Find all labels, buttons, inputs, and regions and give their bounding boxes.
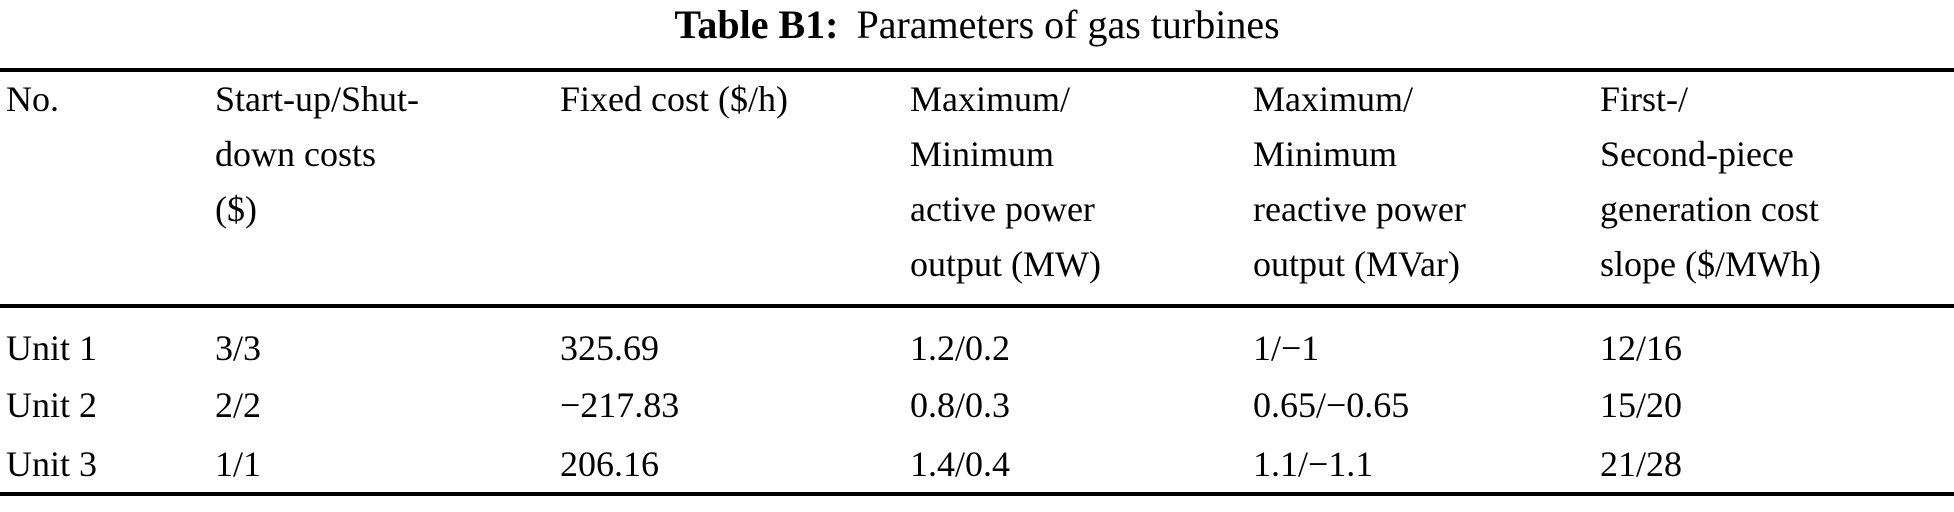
column-header-no: No. <box>0 70 215 308</box>
cell-reactive-power-output: 1/−1 <box>1253 328 1320 368</box>
column-header-fixed-cost: Fixed cost ($/h) <box>560 70 910 308</box>
cell-unit-name: Unit 1 <box>6 328 98 368</box>
cell-unit-name: Unit 2 <box>6 385 98 425</box>
cell-reactive-power-output: 0.65/−0.65 <box>1253 385 1410 425</box>
cell-fixed-cost: 206.16 <box>560 444 659 484</box>
cell-fixed-cost: 325.69 <box>560 328 659 368</box>
column-header-reactive-power-output: Maximum/ Minimum reactive power output (… <box>1253 70 1600 308</box>
table-caption: Table B1: Parameters of gas turbines <box>0 0 1954 50</box>
table-row-unit-1: Unit 1 3/3 325.69 1.2/0.2 1/−1 12/16 <box>0 306 1954 374</box>
cell-unit-name: Unit 3 <box>6 444 98 484</box>
header-row: No. Start-up/Shut- down costs ($) Fixed … <box>0 70 1954 308</box>
cell-active-power-output: 1.2/0.2 <box>910 328 1011 368</box>
column-header-startup-shutdown-costs: Start-up/Shut- down costs ($) <box>215 70 560 308</box>
column-header-generation-cost-slope: First-/ Second-piece generation cost slo… <box>1600 70 1954 308</box>
table-caption-label: Table B1: <box>674 2 839 47</box>
column-header-active-power-output: Maximum/ Minimum active power output (MW… <box>910 70 1253 308</box>
cell-startup-shutdown-costs: 1/1 <box>215 444 262 484</box>
cell-generation-cost-slope: 21/28 <box>1600 444 1683 484</box>
cell-active-power-output: 0.8/0.3 <box>910 385 1011 425</box>
cell-generation-cost-slope: 12/16 <box>1600 328 1683 368</box>
cell-startup-shutdown-costs: 2/2 <box>215 385 262 425</box>
cell-active-power-output: 1.4/0.4 <box>910 444 1011 484</box>
cell-reactive-power-output: 1.1/−1.1 <box>1253 444 1374 484</box>
gas-turbines-table: No. Start-up/Shut- down costs ($) Fixed … <box>0 68 1954 496</box>
table-caption-text: Parameters of gas turbines <box>856 2 1280 47</box>
table-row-unit-3: Unit 3 1/1 206.16 1.4/0.4 1.1/−1.1 21/28 <box>0 436 1954 494</box>
cell-startup-shutdown-costs: 3/3 <box>215 328 262 368</box>
table-row-unit-2: Unit 2 2/2 −217.83 0.8/0.3 0.65/−0.65 15… <box>0 374 1954 436</box>
cell-generation-cost-slope: 15/20 <box>1600 385 1683 425</box>
cell-fixed-cost: −217.83 <box>560 385 680 425</box>
